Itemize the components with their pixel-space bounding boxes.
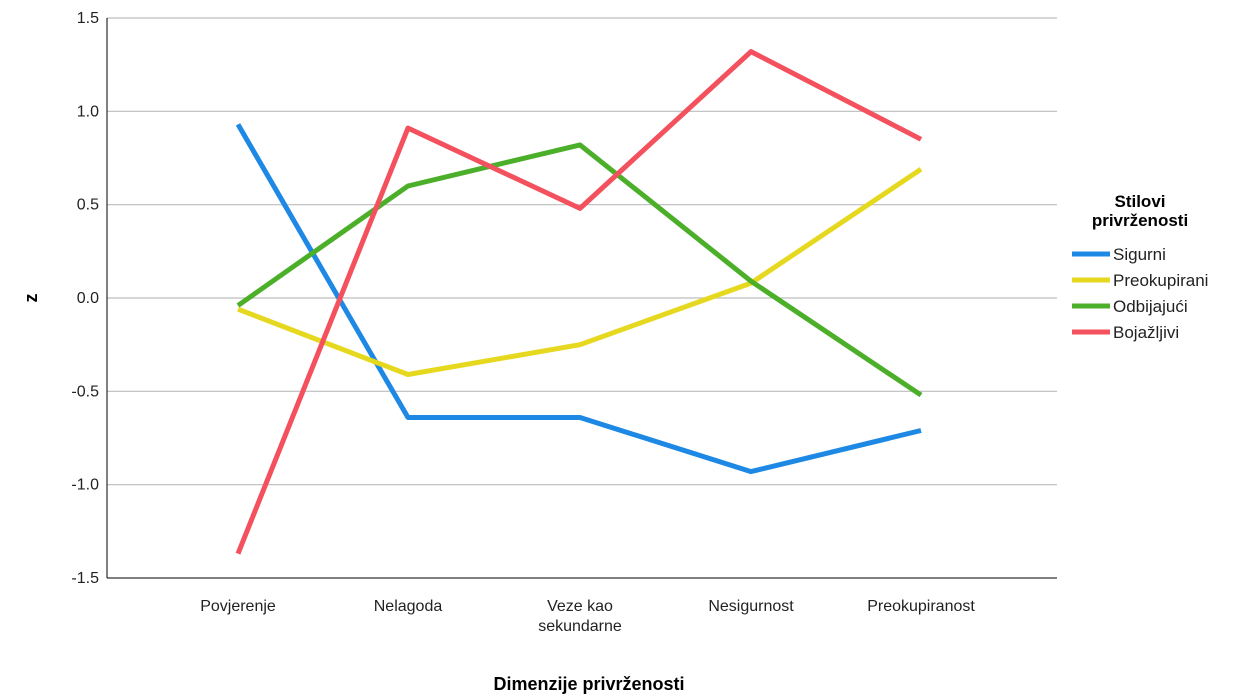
y-tick-label: -0.5 xyxy=(71,383,99,400)
y-tick-label: 1.5 xyxy=(77,10,99,27)
gridlines xyxy=(107,18,1057,485)
y-axis-title: z xyxy=(21,294,41,303)
legend-entry-label: Bojažljivi xyxy=(1113,323,1179,342)
legend-title: Stilovi xyxy=(1114,192,1165,211)
legend-entry-label: Odbijajući xyxy=(1113,297,1188,316)
legend-title: privrženosti xyxy=(1092,211,1188,230)
x-tick-labels: Povjerenje Nelagoda Veze kao sekundarne Nesi… xyxy=(200,598,975,635)
y-tick-label: -1.5 xyxy=(71,570,99,587)
x-tick-label: Veze kao sekundarne xyxy=(538,598,622,635)
y-tick-label: -1.0 xyxy=(71,477,99,494)
x-tick-label: Nesigurnost xyxy=(708,598,794,615)
y-tick-labels: -1.5 -1.0 -0.5 0.0 0.5 1.0 1.5 xyxy=(71,10,99,587)
x-tick-label: Povjerenje xyxy=(200,598,276,615)
series-line-odbijajući xyxy=(238,145,921,395)
series-line-preokupirani xyxy=(238,169,921,374)
y-tick-label: 0.5 xyxy=(77,197,99,214)
y-tick-label: 1.0 xyxy=(77,103,99,120)
x-tick-label: Preokupiranost xyxy=(867,598,975,615)
series-line-bojažljivi xyxy=(238,52,921,554)
y-tick-label: 0.0 xyxy=(77,290,99,307)
series-lines xyxy=(238,52,921,554)
legend-entry-label: Sigurni xyxy=(1113,245,1166,264)
x-tick-label: Nelagoda xyxy=(374,598,443,615)
legend-entry-label: Preokupirani xyxy=(1113,271,1208,290)
x-axis-title: Dimenzije privrženosti xyxy=(493,674,684,694)
